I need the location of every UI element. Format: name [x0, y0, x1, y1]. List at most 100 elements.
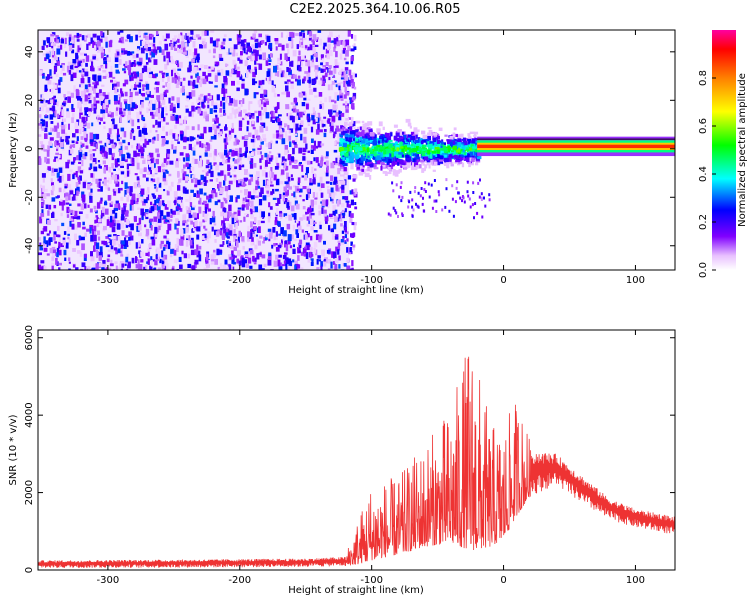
noise-cell: [121, 93, 124, 96]
signal-cell: [367, 147, 370, 152]
noise-cell: [291, 84, 295, 89]
signal-cell: [425, 190, 427, 193]
noise-cell: [311, 167, 313, 174]
noise-cell: [116, 70, 120, 74]
noise-cell: [177, 69, 181, 71]
noise-cell: [47, 150, 50, 157]
noise-cell: [314, 141, 316, 146]
noise-cell: [146, 234, 149, 236]
noise-cell: [190, 136, 193, 141]
noise-cell: [251, 237, 254, 242]
noise-cell: [208, 93, 211, 96]
noise-cell: [94, 231, 96, 235]
noise-cell: [68, 124, 70, 130]
noise-cell: [153, 125, 155, 128]
noise-cell: [278, 234, 281, 236]
noise-cell: [180, 228, 183, 234]
noise-cell: [192, 265, 196, 272]
noise-cell: [154, 227, 157, 234]
noise-cell: [327, 189, 330, 194]
noise-cell: [268, 59, 271, 62]
noise-cell: [97, 223, 100, 227]
noise-cell: [298, 76, 300, 79]
noise-cell: [120, 254, 123, 256]
signal-cell: [341, 161, 345, 164]
noise-cell: [229, 243, 231, 246]
noise-cell: [262, 170, 266, 176]
noise-cell: [51, 46, 53, 48]
noise-cell: [351, 189, 353, 194]
noise-cell: [320, 266, 322, 272]
noise-cell: [63, 240, 67, 246]
noise-cell: [77, 96, 81, 101]
signal-cell: [374, 167, 379, 169]
noise-cell: [242, 118, 244, 120]
signal-cell: [352, 134, 354, 138]
noise-cell: [193, 35, 196, 39]
noise-cell: [98, 237, 100, 241]
noise-cell: [94, 217, 97, 219]
noise-cell: [270, 185, 274, 187]
noise-cell: [96, 134, 99, 140]
noise-cell: [43, 236, 45, 243]
noise-cell: [328, 44, 331, 49]
noise-cell: [291, 178, 294, 181]
noise-cell: [245, 254, 248, 257]
noise-cell: [303, 38, 307, 40]
signal-cell: [344, 148, 347, 151]
noise-cell: [94, 206, 97, 209]
noise-cell: [122, 68, 126, 71]
noise-cell: [302, 33, 305, 39]
signal-cell: [454, 127, 457, 130]
noise-cell: [94, 45, 97, 50]
noise-cell: [102, 66, 105, 69]
noise-cell: [263, 180, 265, 186]
noise-cell: [202, 41, 205, 45]
noise-cell: [91, 256, 95, 261]
noise-cell: [143, 174, 146, 178]
noise-cell: [332, 81, 335, 85]
noise-cell: [289, 161, 292, 166]
noise-cell: [155, 73, 158, 76]
noise-cell: [54, 231, 57, 235]
noise-cell: [351, 56, 354, 61]
noise-cell: [278, 114, 282, 116]
noise-cell: [284, 91, 286, 94]
signal-cell: [376, 128, 380, 132]
noise-cell: [272, 227, 275, 233]
noise-cell: [50, 114, 54, 119]
noise-cell: [327, 166, 329, 170]
noise-cell: [44, 133, 48, 139]
noise-cell: [63, 73, 66, 76]
noise-cell: [64, 186, 67, 188]
noise-cell: [172, 211, 176, 215]
signal-cell: [470, 132, 475, 134]
signal-cell: [473, 135, 477, 137]
noise-cell: [192, 112, 194, 118]
noise-cell: [248, 179, 251, 185]
noise-cell: [100, 118, 103, 122]
noise-cell: [40, 260, 44, 263]
noise-cell: [54, 67, 56, 70]
noise-cell: [215, 115, 217, 118]
noise-cell: [155, 100, 158, 105]
signal-cell: [400, 131, 402, 135]
noise-cell: [161, 250, 163, 257]
noise-cell: [303, 215, 306, 220]
noise-cell: [252, 116, 254, 119]
noise-cell: [183, 220, 187, 223]
noise-cell: [313, 81, 317, 84]
noise-cell: [229, 103, 233, 106]
noise-cell: [96, 101, 100, 104]
noise-cell: [227, 116, 230, 119]
noise-cell: [139, 89, 141, 94]
noise-cell: [156, 105, 159, 109]
noise-cell: [79, 101, 82, 107]
noise-cell: [207, 70, 211, 73]
noise-cell: [52, 105, 55, 111]
noise-cell: [305, 235, 309, 240]
noise-cell: [43, 40, 46, 45]
noise-cell: [289, 136, 292, 141]
noise-cell: [287, 224, 291, 230]
noise-cell: [148, 68, 151, 73]
